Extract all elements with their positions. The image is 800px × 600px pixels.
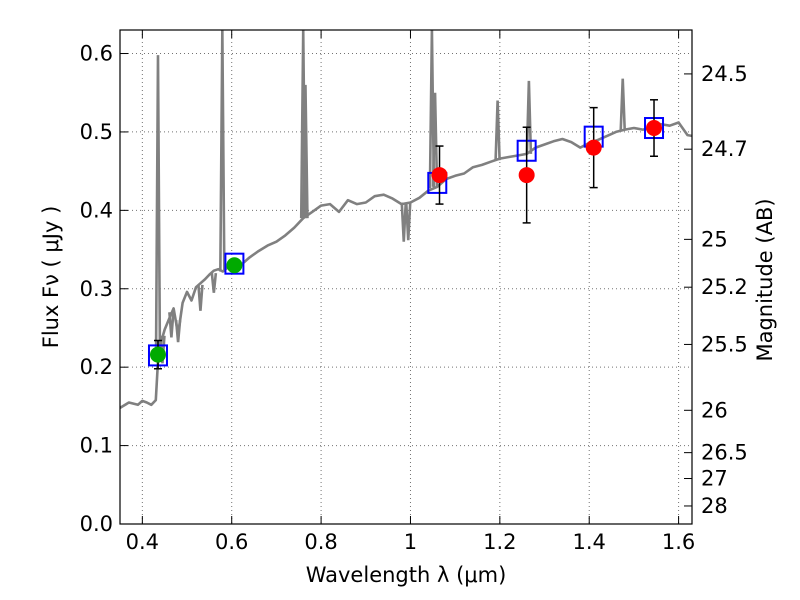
emission-line (525, 80, 533, 154)
emission-line (302, 84, 309, 219)
right-tick-label: 25.2 (701, 275, 748, 299)
right-tick-label: 26 (701, 398, 728, 422)
y-axis-right-title: Magnitude (AB) (753, 198, 777, 361)
emission-line (219, 30, 226, 272)
plot-frame (119, 29, 693, 525)
emission-line (619, 78, 627, 131)
y-tick-label: 0.6 (80, 42, 113, 66)
y-tick-label: 0.1 (80, 434, 113, 458)
emission-line (154, 55, 162, 361)
spectrum-line (120, 121, 692, 410)
observed-point (226, 257, 243, 274)
x-tick-label: 1.6 (662, 530, 695, 554)
absorption-line (210, 272, 218, 293)
x-axis-title: Wavelength λ (μm) (306, 563, 507, 587)
absorption-line (168, 312, 175, 338)
emission-line (494, 100, 501, 161)
observed-point (149, 346, 166, 363)
x-tick-label: 1.2 (483, 530, 516, 554)
y-axis-title: Flux Fν ( μJy ) (39, 206, 63, 349)
absorption-line (400, 202, 408, 242)
absorption-line (197, 284, 204, 311)
x-tick-label: 0.6 (215, 530, 248, 554)
x-tick-label: 1.4 (573, 530, 606, 554)
observed-point (431, 167, 448, 184)
emission-line (431, 92, 439, 187)
right-tick-label: 24.5 (701, 62, 748, 86)
x-tick-label: 0.8 (304, 530, 337, 554)
y-tick-label: 0.5 (80, 120, 113, 144)
right-tick-label: 25 (701, 227, 728, 251)
y-tick-label: 0.3 (80, 277, 113, 301)
right-tick-label: 26.5 (701, 441, 748, 465)
absorption-line (174, 320, 182, 343)
y-tick-label: 0.2 (80, 355, 113, 379)
absorption-line (404, 202, 412, 241)
plot-content (120, 30, 692, 410)
model-point-square (224, 252, 245, 275)
right-tick-label: 27 (701, 467, 728, 491)
clipped-plot (120, 30, 692, 410)
y-tick-label: 0.4 (80, 198, 113, 222)
observed-point (646, 120, 663, 137)
right-tick-label: 24.7 (701, 137, 748, 161)
y-tick-label: 0.0 (80, 512, 113, 536)
observed-point (518, 167, 535, 184)
observed-point (585, 139, 602, 156)
x-tick-label: 1 (404, 530, 417, 554)
right-tick-label: 25.5 (701, 332, 748, 356)
ticks: 0.4 0.6 0.8 1 1.2 1.4 1.6 0.0 0.1 0.2 0.3 0.4 0.5 0.6… (80, 30, 748, 554)
x-tick-label: 0.4 (126, 530, 159, 554)
right-tick-label: 28 (701, 494, 728, 518)
